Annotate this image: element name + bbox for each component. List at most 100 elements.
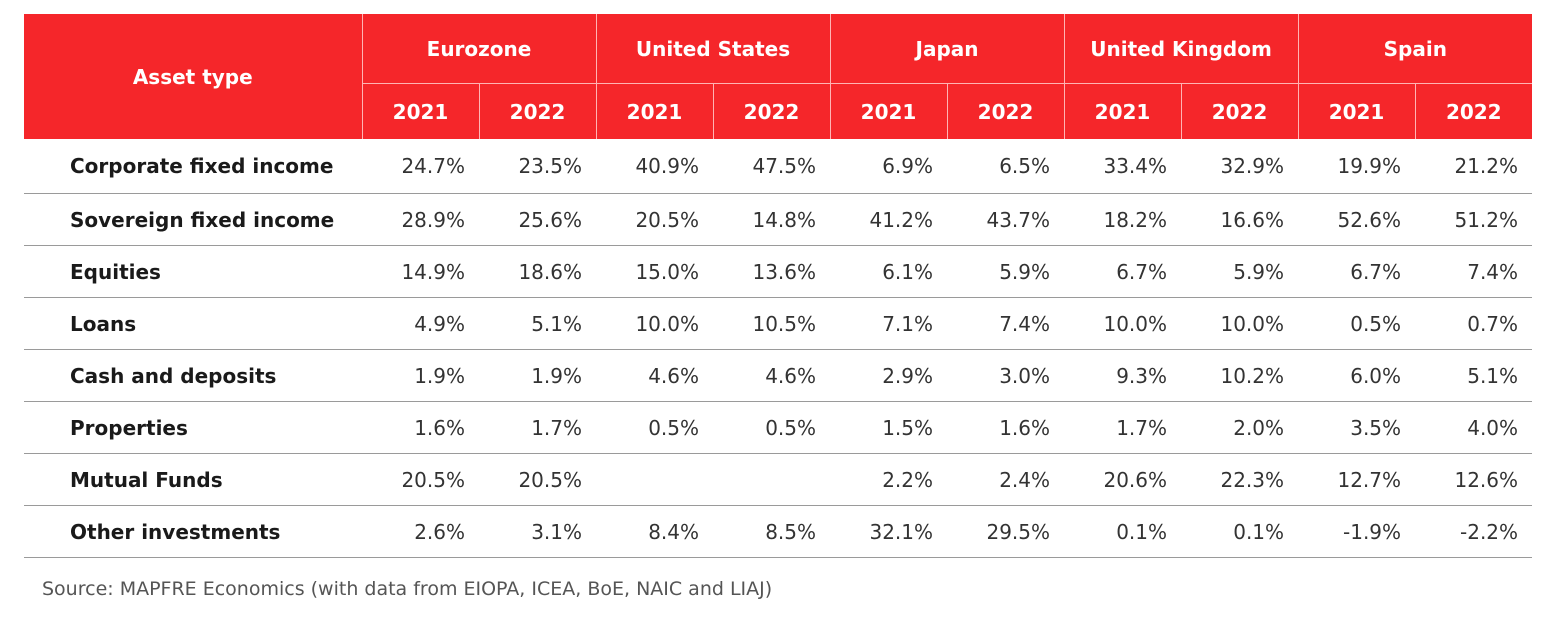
table-cell: 10.2% <box>1181 349 1299 402</box>
table-cell: 1.7% <box>479 401 596 454</box>
table-cell: 32.1% <box>830 505 948 558</box>
table-cell: 10.0% <box>596 297 713 350</box>
table-cell: 4.9% <box>362 297 479 350</box>
table-cell: 22.3% <box>1181 453 1299 506</box>
header-year: 2022 <box>1414 83 1533 139</box>
table-cell: 1.9% <box>362 349 479 402</box>
row-label: Cash and deposits <box>24 349 362 402</box>
table-cell: 1.6% <box>362 401 479 454</box>
header-year: 2022 <box>712 83 831 139</box>
table-cell: 3.5% <box>1298 401 1416 454</box>
header-group: Japan <box>829 14 1065 84</box>
table-cell: 18.6% <box>479 245 596 298</box>
table-cell: 13.6% <box>713 245 831 298</box>
table-cell: 5.9% <box>947 245 1065 298</box>
table-cell: 1.7% <box>1064 401 1182 454</box>
table-row: Mutual Funds 20.5% 20.5% 2.2% 2.4% 20.6% 22.3%… <box>24 453 1533 506</box>
table-cell: 40.9% <box>596 139 713 194</box>
table-cell: 1.9% <box>479 349 596 402</box>
table-cell: 1.6% <box>947 401 1065 454</box>
table-cell: 28.9% <box>362 193 479 246</box>
row-label: Loans <box>24 297 362 350</box>
source-note: Source: MAPFRE Economics (with data from… <box>42 578 773 600</box>
header-group: United Kingdom <box>1063 14 1299 84</box>
header-year: 2022 <box>946 83 1065 139</box>
table-cell: 15.0% <box>596 245 713 298</box>
table-cell: 5.9% <box>1181 245 1299 298</box>
table-cell: 12.6% <box>1415 453 1533 506</box>
header-year: 2021 <box>829 83 948 139</box>
table-cell: 32.9% <box>1181 139 1299 194</box>
header-group: Eurozone <box>361 14 596 84</box>
table-cell: 20.5% <box>596 193 713 246</box>
header-year: 2021 <box>361 83 479 139</box>
table-cell: 0.5% <box>1298 297 1416 350</box>
table-cell: 2.0% <box>1181 401 1299 454</box>
header-year: 2021 <box>595 83 713 139</box>
table-cell: 2.4% <box>947 453 1065 506</box>
table-cell: 4.6% <box>713 349 831 402</box>
row-label: Properties <box>24 401 362 454</box>
asset-allocation-table: Asset type Eurozone United States Japan Uni… <box>24 14 1533 558</box>
table-cell: -2.2% <box>1415 505 1533 558</box>
table-cell: 2.2% <box>830 453 948 506</box>
table-cell: 2.9% <box>830 349 948 402</box>
table-cell: 20.5% <box>362 453 479 506</box>
table-cell: 47.5% <box>713 139 831 194</box>
table-cell: 0.5% <box>596 401 713 454</box>
table-cell: 33.4% <box>1064 139 1182 194</box>
header-row-years: 2021 2022 2021 2022 2021 2022 2021 2022 2021 2022 <box>24 83 1533 139</box>
table-cell: 9.3% <box>1064 349 1182 402</box>
header-year: 2021 <box>1297 83 1416 139</box>
table-cell: 12.7% <box>1298 453 1416 506</box>
table-cell: 2.6% <box>362 505 479 558</box>
header-group: United States <box>595 14 831 84</box>
table-cell: 43.7% <box>947 193 1065 246</box>
header-row-groups: Asset type Eurozone United States Japan Uni… <box>24 14 1533 139</box>
table-cell: 7.4% <box>1415 245 1533 298</box>
table-cell: 0.5% <box>713 401 831 454</box>
table-cell: 0.1% <box>1181 505 1299 558</box>
table-row: Other investments 2.6% 3.1% 8.4% 8.5% 32.1% 29… <box>24 505 1533 558</box>
table-cell: 10.0% <box>1064 297 1182 350</box>
table-cell: 8.4% <box>596 505 713 558</box>
header-year: 2022 <box>478 83 596 139</box>
table-cell: 10.0% <box>1181 297 1299 350</box>
table-row: Properties 1.6% 1.7% 0.5% 0.5% 1.5% 1.6% 1.7% 2.… <box>24 401 1533 454</box>
table-cell: 25.6% <box>479 193 596 246</box>
table-cell: 21.2% <box>1415 139 1533 194</box>
table-cell: 6.5% <box>947 139 1065 194</box>
table-cell: 51.2% <box>1415 193 1533 246</box>
table-body: Corporate fixed income 24.7% 23.5% 40.9% 47.… <box>24 139 1533 558</box>
table-cell: 14.8% <box>713 193 831 246</box>
table-cell <box>713 453 831 506</box>
table-cell: 6.0% <box>1298 349 1416 402</box>
row-label: Other investments <box>24 505 362 558</box>
row-label: Sovereign fixed income <box>24 193 362 246</box>
table-cell: 1.5% <box>830 401 948 454</box>
row-label: Equities <box>24 245 362 298</box>
table-cell: 4.6% <box>596 349 713 402</box>
table-cell: 23.5% <box>479 139 596 194</box>
table-cell: 7.4% <box>947 297 1065 350</box>
header-asset-type: Asset type <box>24 14 362 139</box>
table-cell: 0.1% <box>1064 505 1182 558</box>
table-cell: 3.0% <box>947 349 1065 402</box>
header-year: 2022 <box>1180 83 1299 139</box>
table-row: Sovereign fixed income 28.9% 25.6% 20.5% 14.… <box>24 193 1533 246</box>
header-group: Spain <box>1297 14 1533 84</box>
table-cell: 41.2% <box>830 193 948 246</box>
row-label: Mutual Funds <box>24 453 362 506</box>
table-cell: 7.1% <box>830 297 948 350</box>
table-row: Equities 14.9% 18.6% 15.0% 13.6% 6.1% 5.9% 6.7%… <box>24 245 1533 298</box>
table-cell: 6.9% <box>830 139 948 194</box>
table-cell: 0.7% <box>1415 297 1533 350</box>
table-header: Asset type Eurozone United States Japan Uni… <box>24 14 1533 139</box>
table-row: Cash and deposits 1.9% 1.9% 4.6% 4.6% 2.9% 3.0… <box>24 349 1533 402</box>
table-cell: 6.7% <box>1298 245 1416 298</box>
table-cell: 19.9% <box>1298 139 1416 194</box>
table-cell: 8.5% <box>713 505 831 558</box>
table-cell: 6.1% <box>830 245 948 298</box>
table-cell: 52.6% <box>1298 193 1416 246</box>
table-cell: 18.2% <box>1064 193 1182 246</box>
